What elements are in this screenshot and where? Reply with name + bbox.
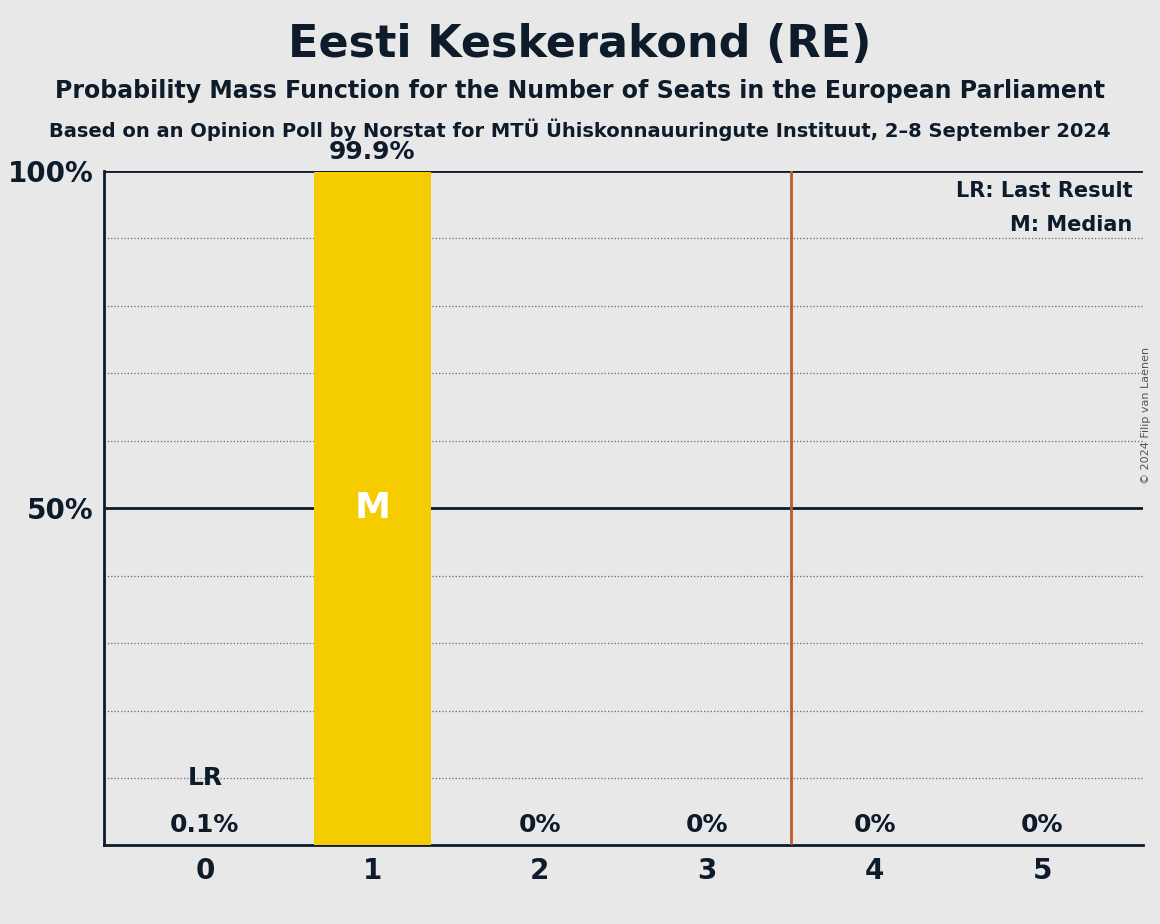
Text: 0%: 0% — [854, 813, 896, 837]
Text: 0.1%: 0.1% — [171, 813, 240, 837]
Text: 0%: 0% — [686, 813, 728, 837]
Text: Based on an Opinion Poll by Norstat for MTÜ Ühiskonnauuringute Instituut, 2–8 Se: Based on an Opinion Poll by Norstat for … — [49, 118, 1111, 140]
Text: 0%: 0% — [519, 813, 561, 837]
Text: Eesti Keskerakond (RE): Eesti Keskerakond (RE) — [288, 23, 872, 67]
Text: LR: Last Result: LR: Last Result — [956, 181, 1132, 201]
Text: M: Median: M: Median — [1010, 214, 1132, 235]
Text: 0%: 0% — [1021, 813, 1064, 837]
Text: Probability Mass Function for the Number of Seats in the European Parliament: Probability Mass Function for the Number… — [55, 79, 1105, 103]
Bar — [313, 172, 430, 845]
Text: M: M — [354, 492, 390, 525]
Text: © 2024 Filip van Laenen: © 2024 Filip van Laenen — [1140, 347, 1151, 484]
Text: 99.9%: 99.9% — [329, 140, 415, 164]
Text: LR: LR — [187, 766, 223, 790]
